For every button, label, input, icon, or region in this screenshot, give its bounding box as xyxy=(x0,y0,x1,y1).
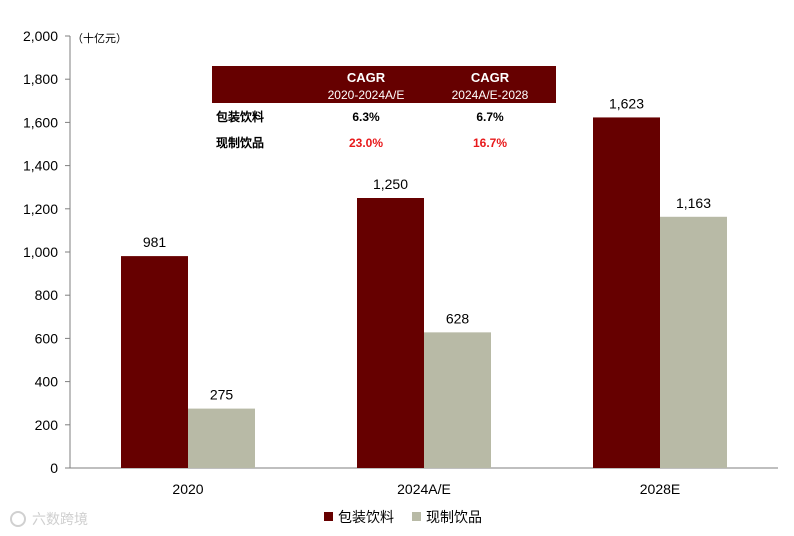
legend: 包装饮料 现制饮品 xyxy=(324,509,482,525)
y-tick-label: 1,800 xyxy=(23,71,58,87)
bar-value-label: 275 xyxy=(210,387,234,403)
bar xyxy=(660,216,727,468)
bar xyxy=(188,408,255,468)
y-tick-label: 1,600 xyxy=(23,114,58,130)
x-tick-label: 2028E xyxy=(640,481,680,497)
x-axis-labels: 2020 2024A/E 2028E xyxy=(172,481,680,497)
y-tick-label: 0 xyxy=(50,460,58,476)
bar xyxy=(593,117,660,468)
cagr-col2-period: 2024A/E-2028 xyxy=(452,88,529,102)
cagr-row1-value2: 6.7% xyxy=(476,110,504,124)
watermark-text: 六数跨境 xyxy=(32,512,88,528)
cagr-row2-label: 现制饮品 xyxy=(216,135,264,150)
legend-label-freshmade: 现制饮品 xyxy=(426,509,482,525)
bar-value-label: 1,163 xyxy=(676,195,711,211)
bar-value-labels: 981 275 1,250 628 1,623 1,163 xyxy=(143,95,711,402)
bar xyxy=(357,198,424,468)
cagr-row2-value2: 16.7% xyxy=(473,136,507,150)
cagr-table: CAGR 2020-2024A/E CAGR 2024A/E-2028 包装饮料… xyxy=(212,66,556,150)
y-tick-label: 200 xyxy=(35,417,59,433)
cagr-row2-value1: 23.0% xyxy=(349,136,383,150)
cagr-row1-label: 包装饮料 xyxy=(215,109,264,124)
y-tick-label: 1,400 xyxy=(23,158,58,174)
x-tick-label: 2020 xyxy=(172,481,203,497)
cagr-col1-title: CAGR xyxy=(347,70,386,85)
watermark: 六数跨境 xyxy=(10,511,88,528)
cagr-col1-period: 2020-2024A/E xyxy=(328,88,405,102)
bar xyxy=(424,332,491,468)
bar-value-label: 981 xyxy=(143,234,167,250)
y-tick-label: 1,200 xyxy=(23,201,58,217)
bars-group xyxy=(121,117,727,468)
y-tick-label: 2,000 xyxy=(23,28,58,44)
watermark-logo-icon xyxy=(10,511,26,527)
bar-value-label: 1,623 xyxy=(609,95,644,111)
cagr-col2-title: CAGR xyxy=(471,70,510,85)
legend-swatch-packaged xyxy=(324,512,333,521)
bar-value-label: 1,250 xyxy=(373,176,408,192)
y-tick-label: 600 xyxy=(35,330,59,346)
y-tick-label: 800 xyxy=(35,287,59,303)
unit-label: （十亿元） xyxy=(72,31,127,45)
y-axis-ticks: 0 200 400 600 800 1,000 1,200 1,400 1,600 1,800 2,… xyxy=(23,28,70,476)
legend-swatch-freshmade xyxy=(412,512,421,521)
cagr-row1-value1: 6.3% xyxy=(352,110,380,124)
cagr-header-band xyxy=(212,66,556,103)
x-tick-label: 2024A/E xyxy=(397,481,451,497)
legend-label-packaged: 包装饮料 xyxy=(338,509,394,525)
bar xyxy=(121,256,188,468)
y-tick-label: 400 xyxy=(35,374,59,390)
bar-value-label: 628 xyxy=(446,310,470,326)
y-tick-label: 1,000 xyxy=(23,244,58,260)
